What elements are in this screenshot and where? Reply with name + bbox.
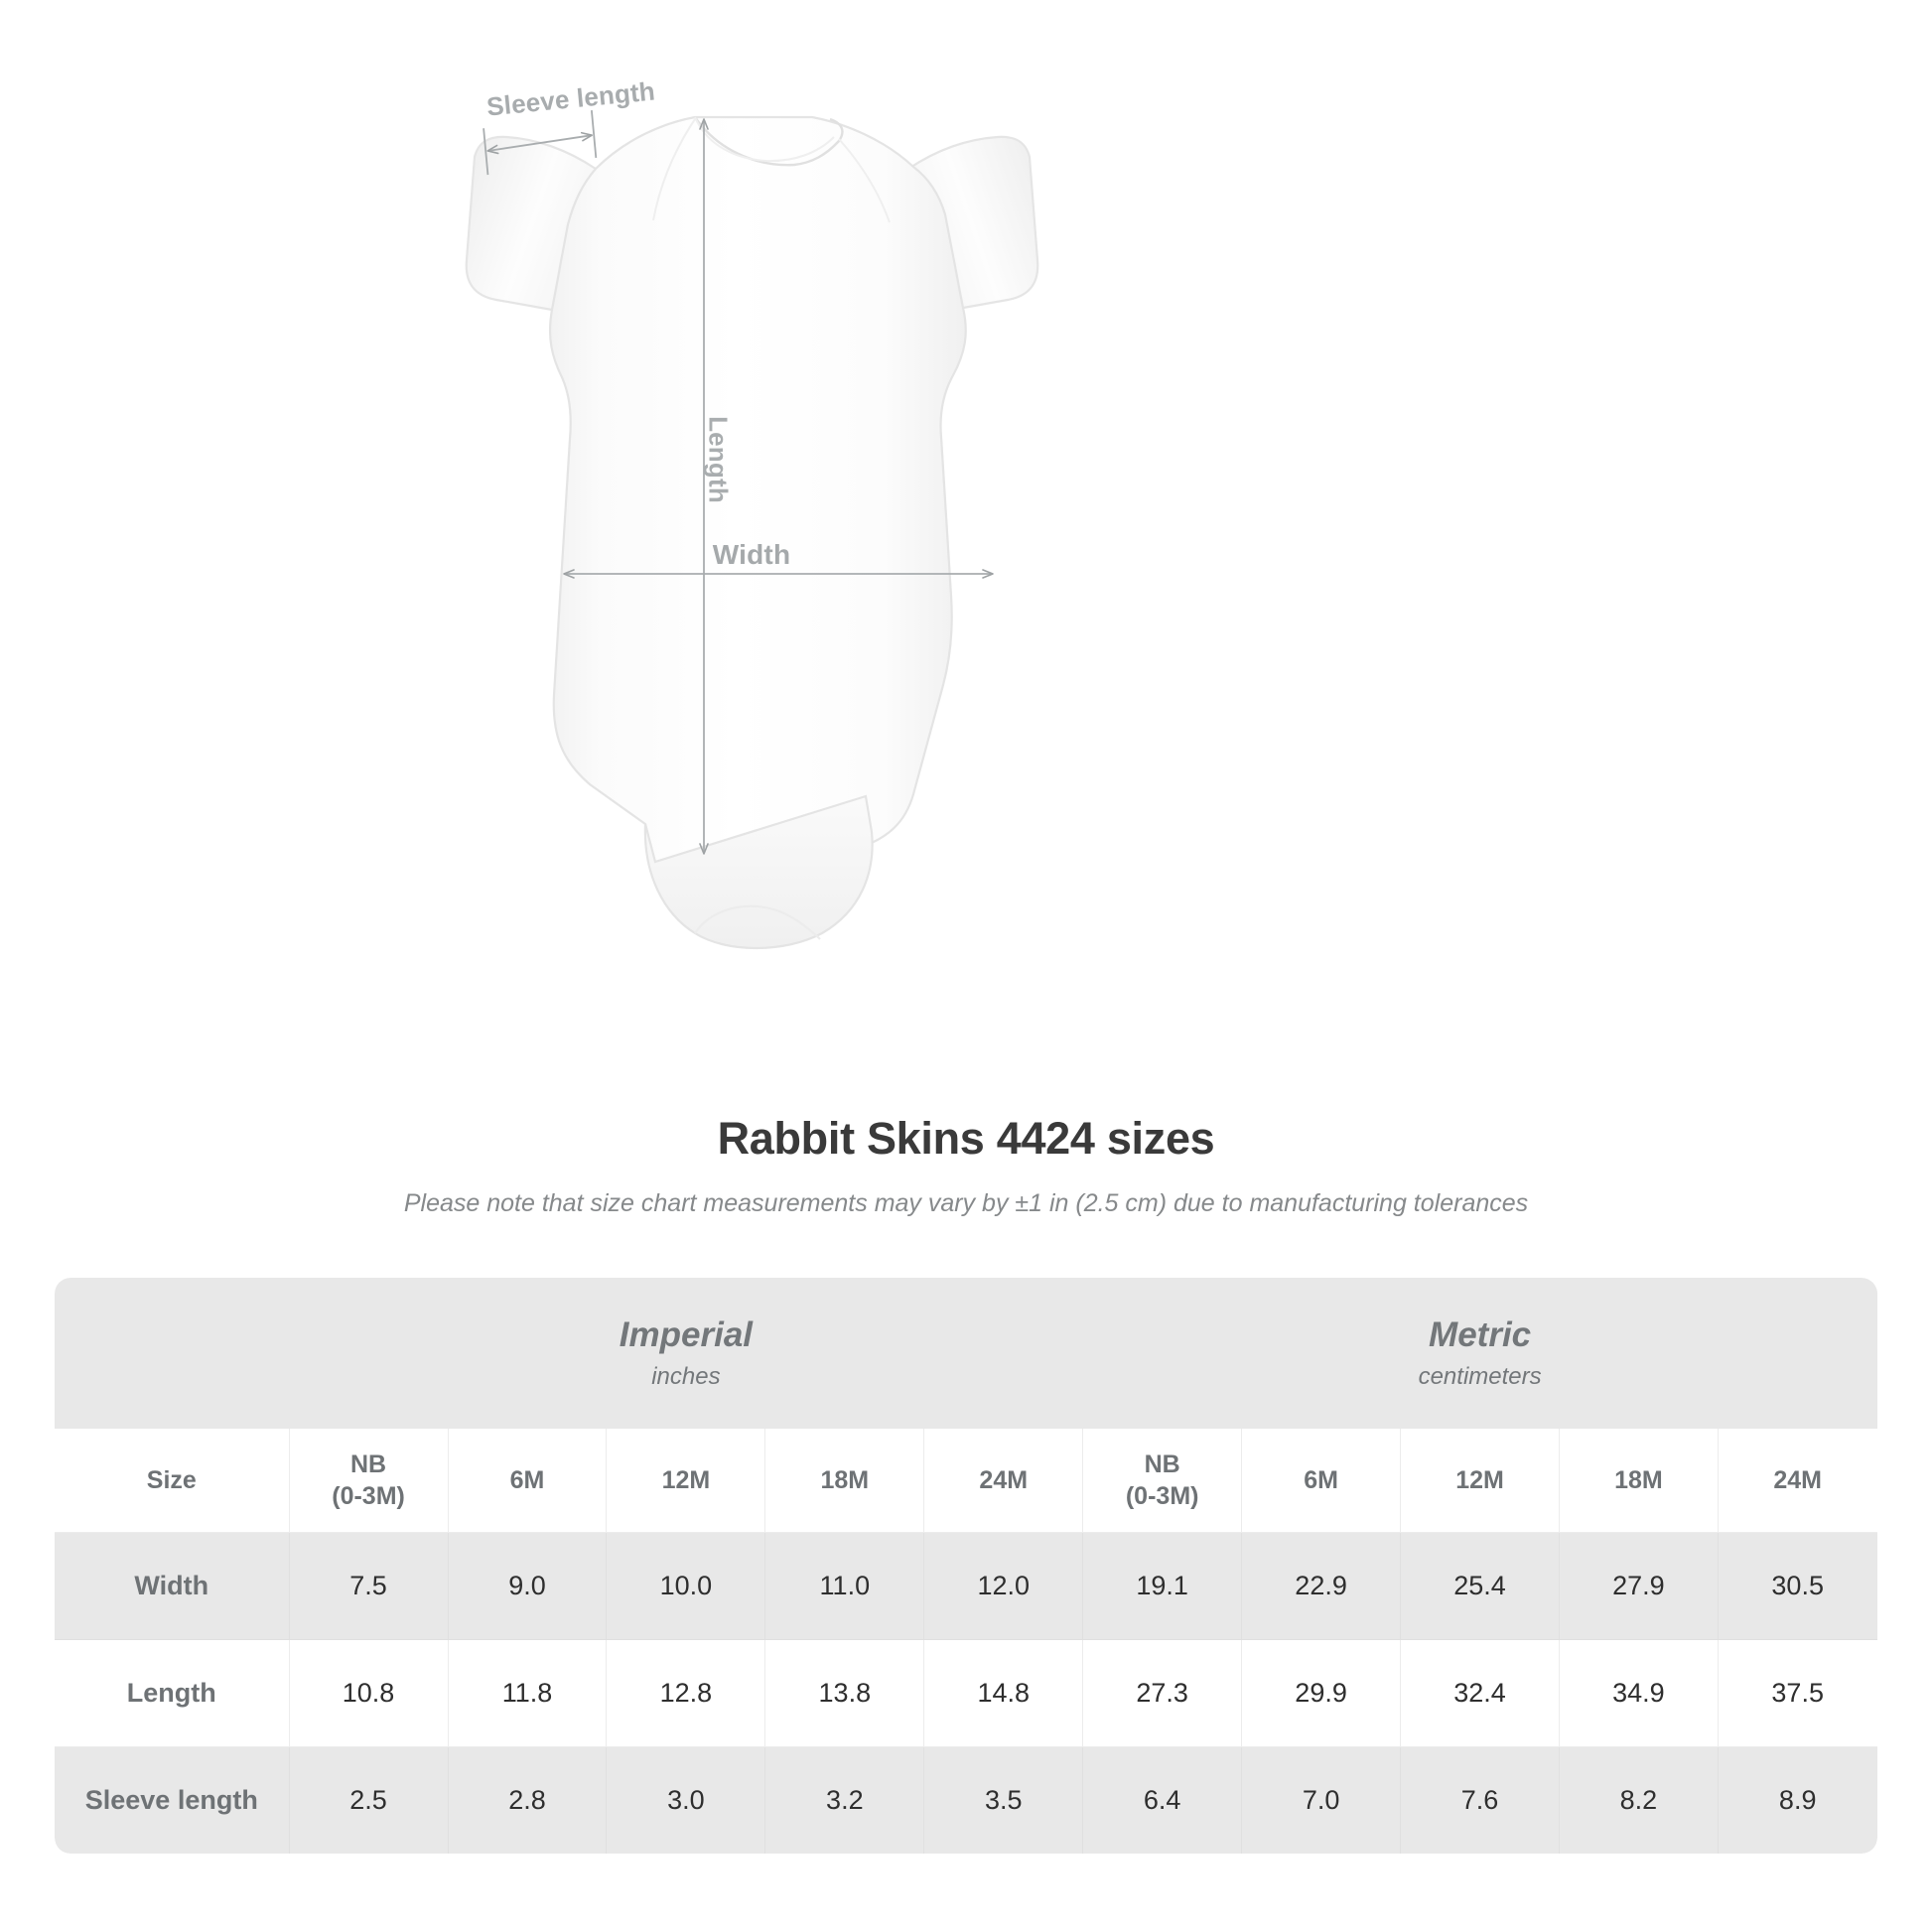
page-subtitle: Please note that size chart measurements… xyxy=(403,1189,1529,1217)
table-row: Sleeve length 2.5 2.8 3.0 3.2 3.5 6.4 7.… xyxy=(55,1746,1877,1854)
unit-group-header-row: Imperial inches Metric centimeters xyxy=(55,1278,1877,1429)
cell-sleeve-metric-18m: 8.2 xyxy=(1559,1746,1719,1854)
left-shoulder-seam xyxy=(652,118,696,221)
unit-header-spacer xyxy=(55,1278,290,1429)
size-chart-table: Imperial inches Metric centimeters Size … xyxy=(55,1278,1877,1854)
header-imperial-6m: 6M xyxy=(448,1429,608,1533)
cell-sleeve-metric-12m: 7.6 xyxy=(1400,1746,1560,1854)
header-metric-nb-line1: NB xyxy=(1144,1450,1180,1478)
cell-width-metric-6m: 22.9 xyxy=(1241,1532,1402,1640)
cell-length-metric-nb: 27.3 xyxy=(1082,1639,1243,1747)
cell-width-imperial-nb: 7.5 xyxy=(288,1532,449,1640)
unit-group-imperial-sub: inches xyxy=(651,1363,721,1391)
row-label-length: Length xyxy=(55,1639,290,1747)
header-imperial-nb-line1: NB xyxy=(350,1450,387,1478)
cell-length-imperial-24m: 14.8 xyxy=(923,1639,1084,1747)
cell-length-metric-18m: 34.9 xyxy=(1559,1639,1719,1747)
cell-width-imperial-18m: 11.0 xyxy=(764,1532,925,1640)
header-metric-24m: 24M xyxy=(1718,1429,1877,1533)
size-chart-table-wrapper: Imperial inches Metric centimeters Size … xyxy=(55,1278,1877,1854)
cell-sleeve-imperial-12m: 3.0 xyxy=(606,1746,766,1854)
header-metric-6m: 6M xyxy=(1241,1429,1402,1533)
bodysuit-diagram xyxy=(465,110,1039,950)
cell-width-metric-24m: 30.5 xyxy=(1718,1532,1877,1640)
cell-sleeve-imperial-18m: 3.2 xyxy=(764,1746,925,1854)
header-imperial-12m: 12M xyxy=(606,1429,766,1533)
leg-opening xyxy=(694,904,821,940)
cell-width-metric-nb: 19.1 xyxy=(1082,1532,1243,1640)
header-imperial-18m: 18M xyxy=(764,1429,925,1533)
table-row: Length 10.8 11.8 12.8 13.8 14.8 27.3 29.… xyxy=(55,1639,1877,1747)
width-annotation-label: Width xyxy=(712,539,791,570)
unit-group-metric-name: Metric xyxy=(1429,1315,1532,1355)
cell-sleeve-metric-nb: 6.4 xyxy=(1082,1746,1243,1854)
neck-collar xyxy=(694,116,844,167)
length-annotation-label: Length xyxy=(703,416,734,503)
cell-width-metric-12m: 25.4 xyxy=(1400,1532,1560,1640)
sleeve-length-dimension xyxy=(483,110,598,176)
cell-width-imperial-24m: 12.0 xyxy=(923,1532,1084,1640)
header-metric-nb-line2: (0-3M) xyxy=(1125,1482,1199,1510)
header-size-label: Size xyxy=(55,1429,290,1533)
cell-length-metric-24m: 37.5 xyxy=(1718,1639,1877,1747)
cell-length-imperial-nb: 10.8 xyxy=(288,1639,449,1747)
size-header-row: Size NB (0-3M) 6M 12M 18M 24M NB (0-3M) … xyxy=(55,1429,1877,1533)
cell-width-imperial-12m: 10.0 xyxy=(606,1532,766,1640)
garment-illustration: Sleeve length Width Length xyxy=(465,75,1039,950)
header-metric-12m: 12M xyxy=(1400,1429,1560,1533)
cell-length-imperial-12m: 12.8 xyxy=(606,1639,766,1747)
row-label-width: Width xyxy=(55,1532,290,1640)
cell-sleeve-imperial-24m: 3.5 xyxy=(923,1746,1084,1854)
unit-group-metric: Metric centimeters xyxy=(1082,1278,1877,1429)
table-row: Width 7.5 9.0 10.0 11.0 12.0 19.1 22.9 2… xyxy=(55,1532,1877,1640)
cell-width-imperial-6m: 9.0 xyxy=(448,1532,608,1640)
cell-length-imperial-18m: 13.8 xyxy=(764,1639,925,1747)
snap-crotch-panel xyxy=(643,794,874,950)
cell-sleeve-metric-24m: 8.9 xyxy=(1718,1746,1877,1854)
cell-sleeve-imperial-6m: 2.8 xyxy=(448,1746,608,1854)
header-imperial-nb-line2: (0-3M) xyxy=(332,1482,405,1510)
unit-group-imperial: Imperial inches xyxy=(289,1278,1084,1429)
header-imperial-24m: 24M xyxy=(923,1429,1084,1533)
header-metric-nb: NB (0-3M) xyxy=(1082,1429,1243,1533)
right-shoulder-seam xyxy=(838,138,891,223)
row-label-sleeve-length: Sleeve length xyxy=(55,1746,290,1854)
cell-width-metric-18m: 27.9 xyxy=(1559,1532,1719,1640)
cell-length-metric-12m: 32.4 xyxy=(1400,1639,1560,1747)
bodysuit-body xyxy=(548,115,967,880)
cell-length-imperial-6m: 11.8 xyxy=(448,1639,608,1747)
page-title: Rabbit Skins 4424 sizes xyxy=(717,1113,1215,1164)
cell-sleeve-metric-6m: 7.0 xyxy=(1241,1746,1402,1854)
title-block: Rabbit Skins 4424 sizes Please note that… xyxy=(0,1112,1932,1220)
header-imperial-nb: NB (0-3M) xyxy=(288,1429,449,1533)
cell-sleeve-imperial-nb: 2.5 xyxy=(288,1746,449,1854)
header-metric-18m: 18M xyxy=(1559,1429,1719,1533)
cell-length-metric-6m: 29.9 xyxy=(1241,1639,1402,1747)
unit-group-imperial-name: Imperial xyxy=(619,1315,754,1355)
unit-group-metric-sub: centimeters xyxy=(1418,1363,1542,1391)
neck-collar-inner xyxy=(694,116,835,163)
